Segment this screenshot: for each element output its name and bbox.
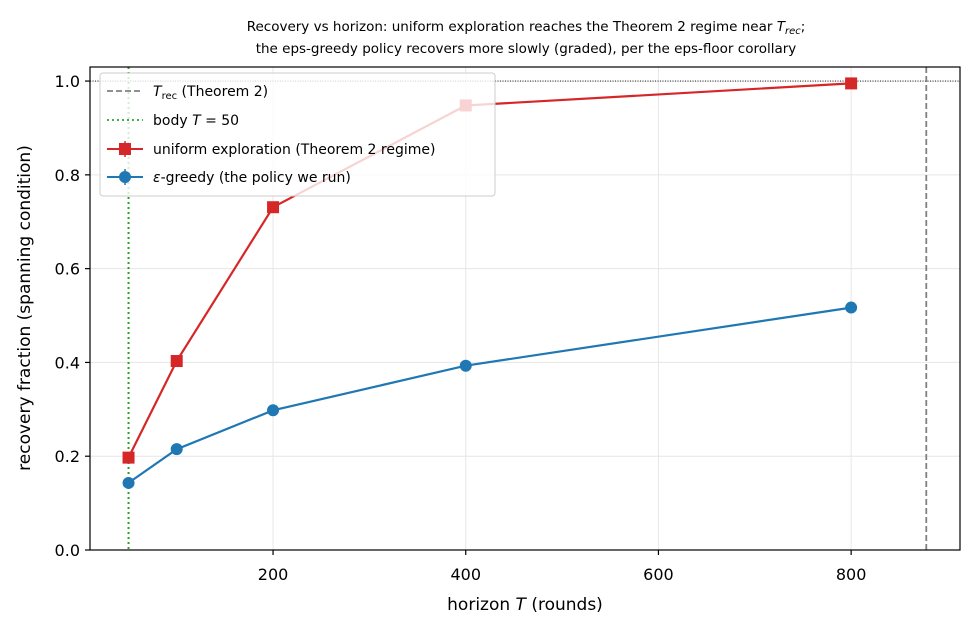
chart-title-line-1: Recovery vs horizon: uniform exploration… <box>247 19 806 37</box>
axis-ticks: 200 400 600 800 0.0 0.2 0.4 0.6 0.8 1.0 <box>55 72 867 584</box>
x-tick-label: 200 <box>258 565 289 584</box>
x-tick-label: 800 <box>836 565 867 584</box>
legend: Trec (Theorem 2) body T = 50 uniform exp… <box>99 72 496 197</box>
legend-uniform-label: uniform exploration (Theorem 2 regime) <box>153 142 435 158</box>
data-point-uniform <box>122 451 135 464</box>
data-point-uniform <box>267 201 280 214</box>
legend-eps-swatch-marker <box>119 171 131 183</box>
y-axis-label: recovery fraction (spanning condition) <box>15 145 35 471</box>
y-tick-label: 0.2 <box>55 447 80 466</box>
y-tick-label: 0.4 <box>55 353 80 372</box>
legend-uniform-swatch-marker <box>119 143 131 155</box>
legend-t-rec-label: Trec (Theorem 2) <box>153 84 268 102</box>
data-point-eps <box>170 443 183 456</box>
data-point-eps <box>459 359 472 372</box>
data-point-uniform <box>170 355 183 368</box>
y-tick-label: 0.6 <box>55 260 80 279</box>
chart-title-line-2: the eps-greedy policy recovers more slow… <box>256 41 797 57</box>
y-tick-label: 0.0 <box>55 541 80 560</box>
data-point-uniform <box>845 77 858 90</box>
y-tick-label: 0.8 <box>55 166 80 185</box>
data-point-eps <box>267 404 280 417</box>
x-tick-label: 400 <box>450 565 481 584</box>
legend-box <box>99 72 496 197</box>
plot-frame <box>89 66 961 551</box>
legend-body-label: body T = 50 <box>153 113 239 129</box>
x-tick-label: 600 <box>643 565 674 584</box>
y-tick-label: 1.0 <box>55 72 80 91</box>
data-point-eps <box>845 301 858 314</box>
data-point-eps <box>122 476 135 489</box>
legend-eps-label: ε-greedy (the policy we run) <box>153 170 351 186</box>
x-axis-label: horizon T (rounds) <box>447 595 603 615</box>
